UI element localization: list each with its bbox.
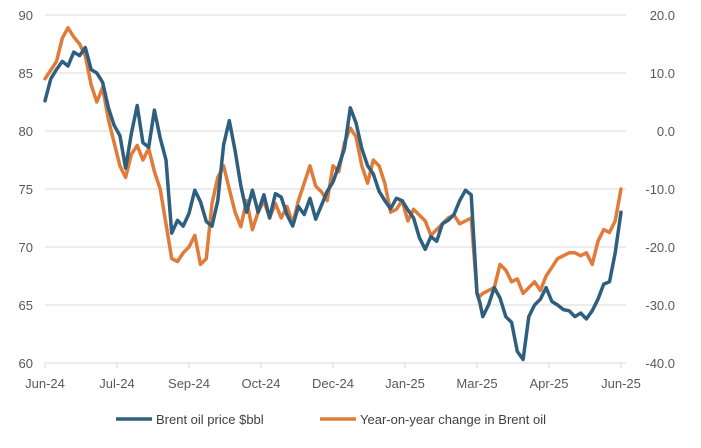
series-layer <box>43 26 623 362</box>
y-axis-right: -40.0 -30.0 -20.0 -10.0 0.0 10.0 20.0 <box>645 8 675 371</box>
legend-label-yoy-change: Year-on-year change in Brent oil <box>360 412 546 427</box>
y-left-tick-label: 65 <box>19 298 33 313</box>
series-line-yoy-change <box>43 26 623 299</box>
y-right-tick-label: 0.0 <box>657 124 675 139</box>
y-axis-left: 60 65 70 75 80 85 90 <box>19 8 33 371</box>
y-right-tick-label: 20.0 <box>650 8 675 23</box>
y-left-tick-label: 90 <box>19 8 33 23</box>
series-line-brent-price <box>43 45 623 362</box>
y-right-tick-label: -20.0 <box>645 240 675 255</box>
y-left-tick-label: 70 <box>19 240 33 255</box>
y-right-tick-label: -40.0 <box>645 356 675 371</box>
gridlines <box>45 14 626 364</box>
legend-label-brent-price: Brent oil price $bbl <box>156 412 264 427</box>
x-tick-label: Dec-24 <box>312 376 354 391</box>
x-tick-label: Jun-25 <box>601 376 641 391</box>
x-tick-label: Oct-24 <box>241 376 280 391</box>
x-tick-label: Jul-24 <box>99 376 134 391</box>
legend: Brent oil price $bbl Year-on-year change… <box>116 412 546 427</box>
y-left-tick-label: 75 <box>19 182 33 197</box>
x-tick-label: Apr-25 <box>529 376 568 391</box>
y-left-tick-label: 80 <box>19 124 33 139</box>
y-right-tick-label: -10.0 <box>645 182 675 197</box>
x-tick-label: Sep-24 <box>168 376 210 391</box>
y-left-tick-label: 85 <box>19 66 33 81</box>
y-right-tick-label: 10.0 <box>650 66 675 81</box>
y-right-tick-label: -30.0 <box>645 298 675 313</box>
x-tick-label: Jan-25 <box>385 376 425 391</box>
x-axis: Jun-24 Jul-24 Sep-24 Oct-24 Dec-24 Jan-25 Mar-… <box>25 363 641 391</box>
y-left-tick-label: 60 <box>19 356 33 371</box>
x-tick-label: Mar-25 <box>456 376 497 391</box>
x-tick-label: Jun-24 <box>25 376 65 391</box>
